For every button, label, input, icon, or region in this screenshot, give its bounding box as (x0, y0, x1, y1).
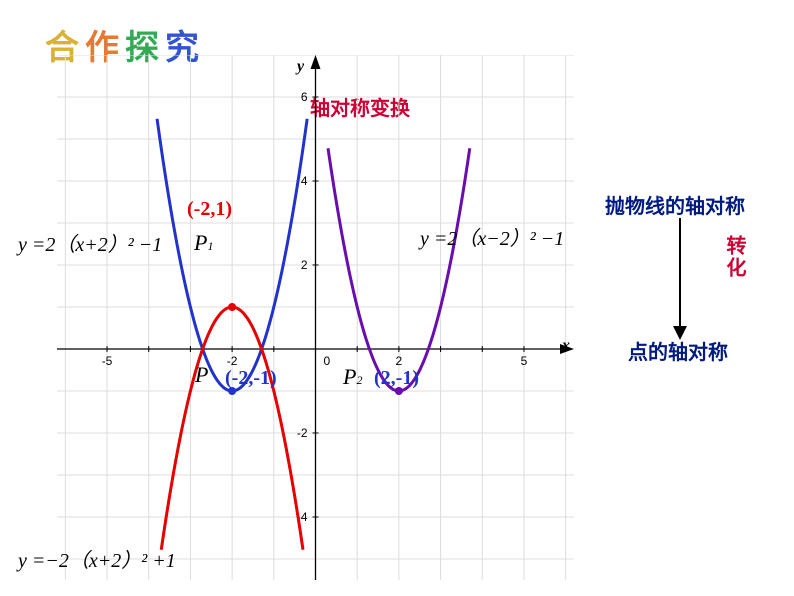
p-label-2: P2 (343, 364, 362, 390)
p-label-1: P (195, 362, 208, 388)
chart-svg: -5-225-4-22460 (57, 55, 574, 580)
svg-text:0: 0 (324, 354, 331, 368)
equation-2: y =−2（x+2）² +1 (18, 544, 176, 573)
y-axis-label: y (297, 58, 304, 76)
svg-text:-5: -5 (102, 354, 113, 368)
svg-text:2: 2 (301, 258, 308, 272)
svg-text:2: 2 (396, 354, 403, 368)
x-axis-label: x (562, 337, 570, 355)
right-top-text: 抛物线的轴对称 (605, 190, 745, 219)
equation-1: y =2（x−2）² −1 (420, 222, 564, 251)
point-label-1: (-2,-1) (225, 367, 277, 390)
chart-area: -5-225-4-22460 (57, 55, 574, 580)
p-label-0: P1 (194, 230, 213, 256)
equation-0: y =2（x+2）² −1 (18, 228, 162, 257)
vertical-text: 转化 (720, 235, 749, 279)
svg-text:-2: -2 (227, 354, 238, 368)
point-label-2: (2,-1) (374, 367, 419, 390)
svg-text:6: 6 (301, 90, 308, 104)
point-label-0: (-2,1) (187, 198, 232, 221)
svg-text:5: 5 (521, 354, 528, 368)
transform-arrow (665, 218, 695, 343)
svg-text:-2: -2 (297, 426, 308, 440)
svg-text:4: 4 (301, 174, 308, 188)
